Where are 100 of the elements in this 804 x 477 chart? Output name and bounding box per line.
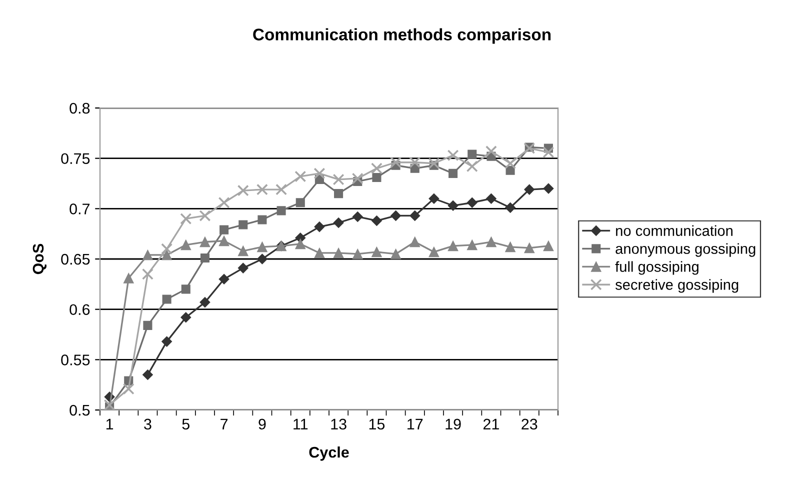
point [162,250,172,260]
point [352,172,364,184]
x-tick-label: 3 [144,418,152,430]
point [486,236,496,248]
point [542,146,554,158]
x-tick-label: 1 [106,418,114,430]
x-tick-label: 21 [483,418,499,430]
point [372,172,382,182]
point [296,198,305,208]
point [256,254,268,264]
point [276,184,288,196]
point [238,220,248,230]
chart-title: Communication methods comparison [253,28,551,44]
point [390,210,402,221]
legend-label: full gossiping [615,261,698,275]
point [256,242,268,252]
point [314,248,325,258]
point [333,218,344,228]
point [370,162,382,174]
x-tick-label: 15 [369,418,385,430]
point [295,238,306,250]
point [332,174,344,186]
point [409,156,421,168]
point [314,222,325,232]
point [428,158,440,170]
point [142,268,154,280]
point [410,236,420,248]
point [276,206,286,216]
point [352,248,363,260]
point [218,196,230,208]
x-tick-label: 5 [182,418,190,430]
point [334,189,344,198]
point [200,297,210,308]
point [200,253,210,263]
x-tick-label: 17 [408,418,423,430]
point [468,150,477,159]
point [237,184,249,196]
point [371,215,382,226]
point [256,184,268,196]
x-axis-title: Cycle [309,446,349,461]
point [485,146,497,158]
point [524,142,536,154]
y-tick-label: 0.55 [61,354,90,366]
point [199,210,211,222]
point [218,236,230,246]
point [333,248,344,258]
point [123,272,134,284]
point [448,200,458,211]
point [200,236,210,248]
point [466,240,478,250]
y-tick-label: 0.7 [70,204,90,214]
point [314,168,326,180]
point [180,212,192,224]
point [504,158,516,170]
point [466,197,478,208]
point [466,160,478,172]
point [143,320,152,330]
point [410,210,420,221]
point [238,246,248,256]
y-tick-label: 0.65 [61,254,90,265]
point [294,170,306,182]
point [122,383,134,395]
x-tick-label: 19 [446,418,461,430]
point [371,246,382,258]
point [486,193,496,204]
point [352,211,363,222]
legend-label: anonymous gossiping [616,243,756,257]
point [162,294,172,304]
point [505,202,516,213]
point [162,336,172,347]
point [104,399,116,410]
point [180,240,192,250]
point [142,370,153,380]
x-tick-label: 13 [331,418,346,430]
point [524,242,535,254]
point [448,168,458,178]
point [448,240,458,252]
point [220,225,229,234]
y-tick-label: 0.6 [70,304,90,316]
point [180,312,192,323]
point [161,243,173,255]
x-tick-label: 23 [522,418,538,430]
point [218,274,230,284]
x-tick-label: 9 [258,418,266,430]
y-tick-label: 0.5 [70,404,90,416]
point [238,262,248,274]
legend-label: secretive gossiping [615,279,738,293]
y-tick-label: 0.8 [70,102,90,114]
point [258,215,267,224]
point [428,193,440,204]
point [181,284,190,294]
y-axis-title: QoS [32,244,46,274]
x-tick-label: 11 [294,418,308,430]
point [543,183,554,194]
x-tick-label: 7 [220,418,228,430]
point [524,184,535,195]
point [390,248,402,260]
point [142,250,153,260]
point [505,242,516,252]
y-tick-label: 0.75 [61,153,90,164]
